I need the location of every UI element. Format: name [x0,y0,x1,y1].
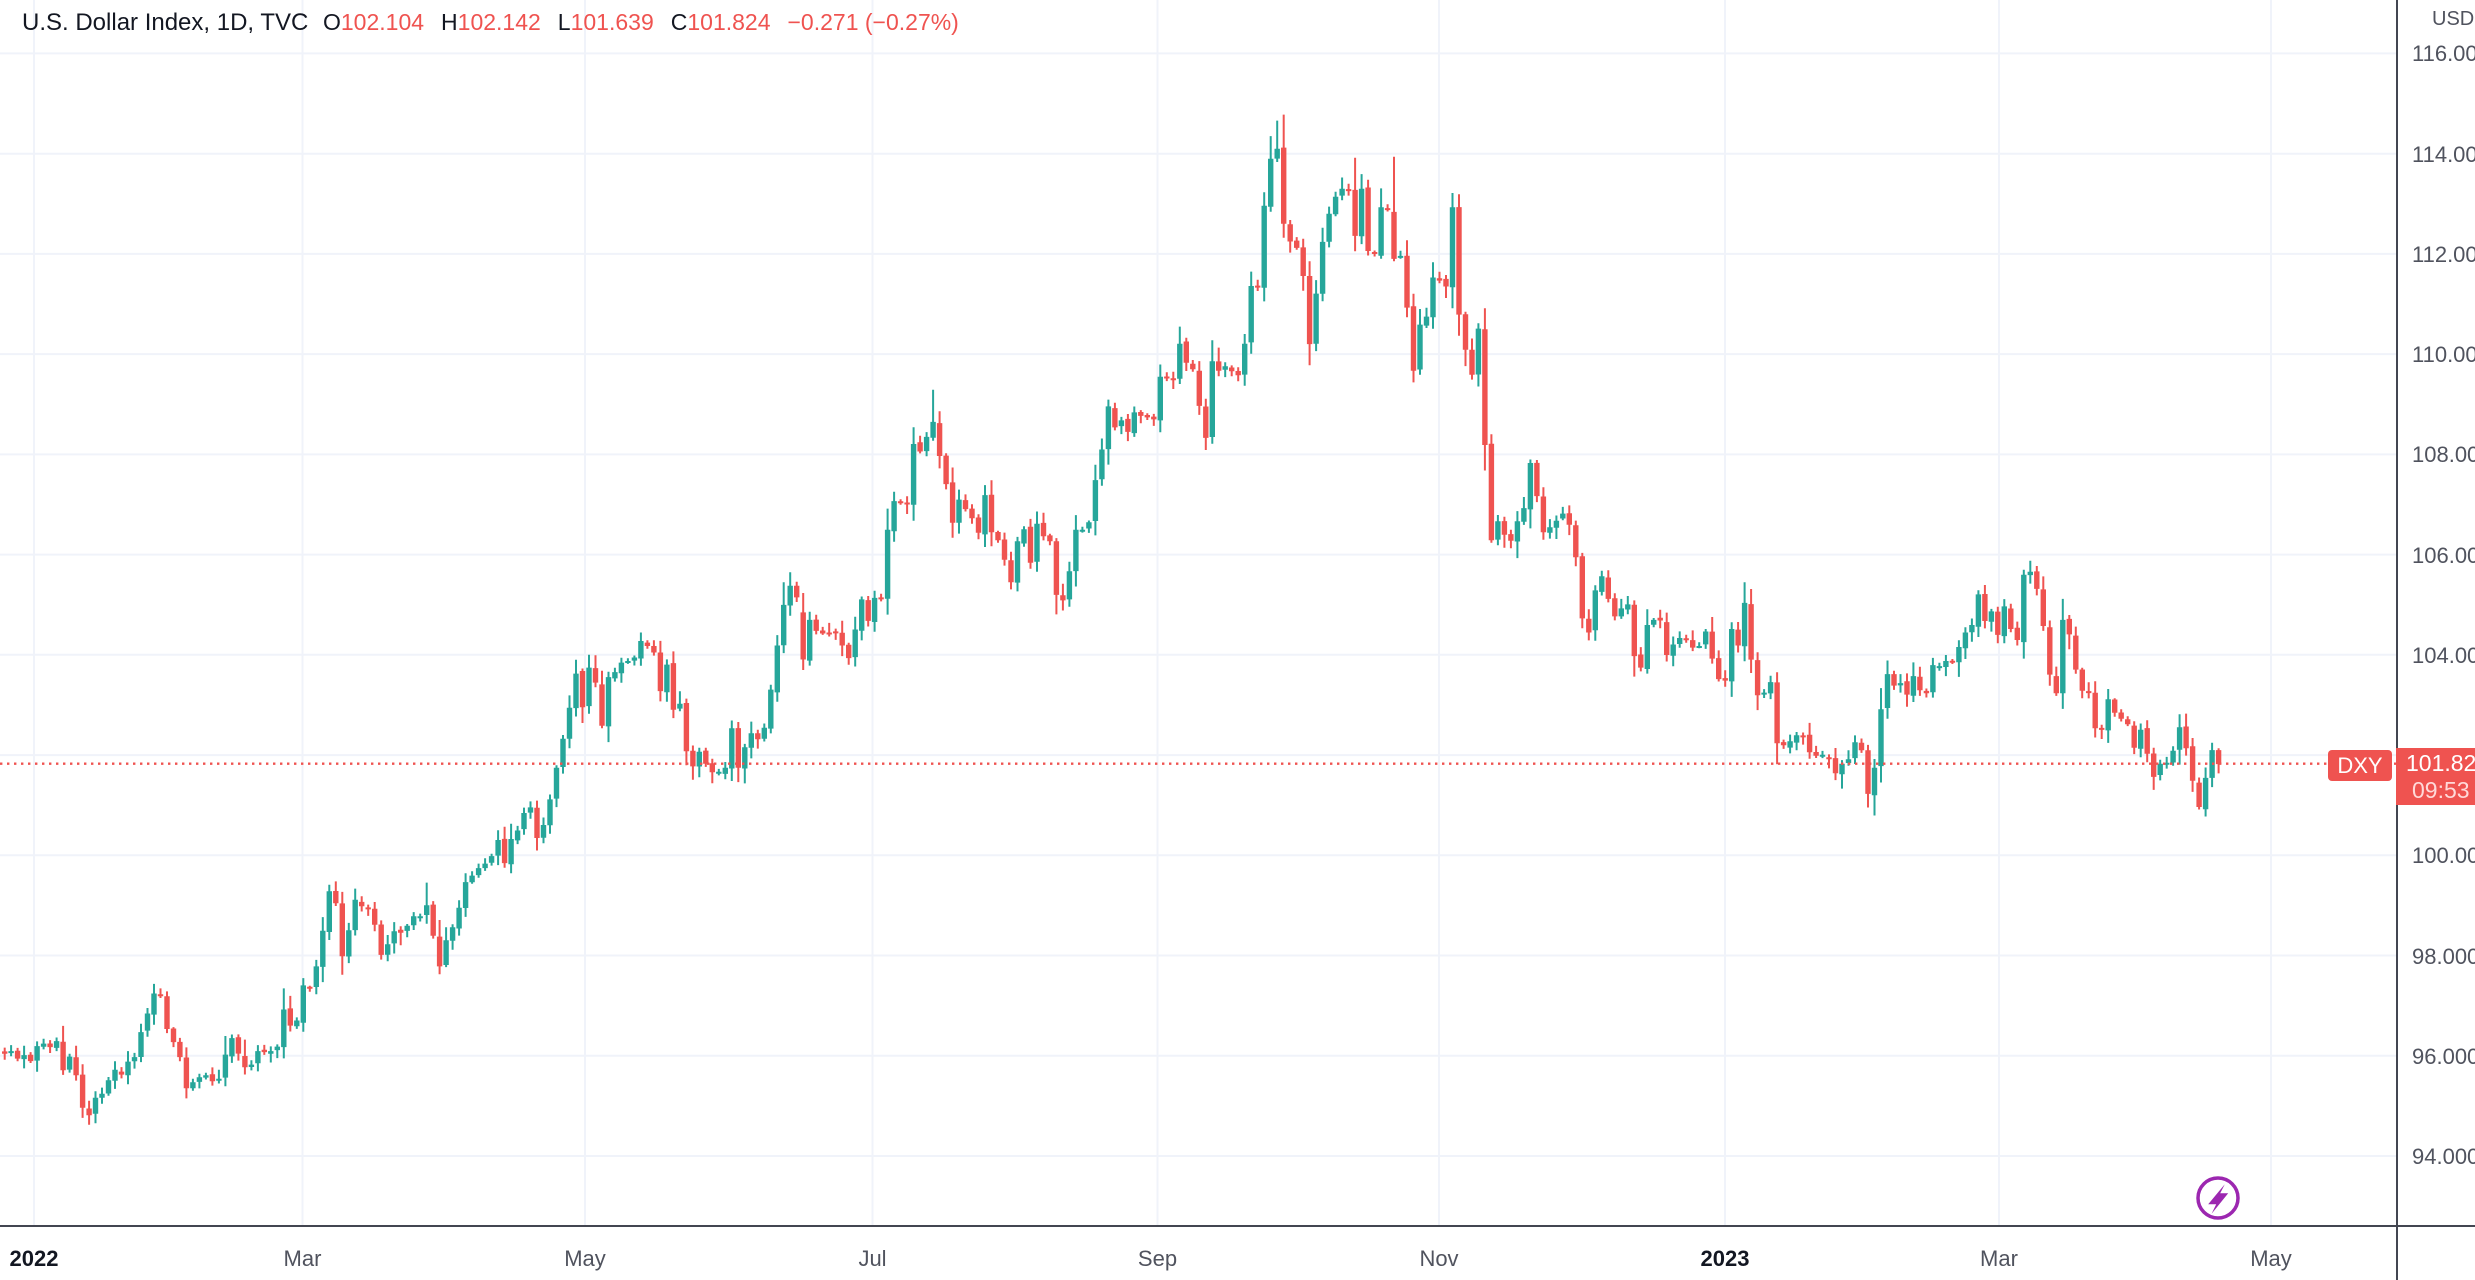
svg-text:Jul: Jul [858,1246,886,1271]
svg-text:U.S. Dollar Index, 1D, TVC: U.S. Dollar Index, 1D, TVC [22,9,308,36]
svg-text:100.00: 100.00 [2412,843,2475,868]
svg-text:Sep: Sep [1138,1246,1177,1271]
svg-text:114.00: 114.00 [2412,142,2475,167]
svg-text:106.00: 106.00 [2412,543,2475,568]
svg-text:Mar: Mar [1980,1246,2018,1271]
svg-text:2023: 2023 [1701,1246,1750,1271]
svg-text:116.00: 116.00 [2412,41,2475,66]
svg-text:USD: USD [2432,8,2474,30]
svg-text:Mar: Mar [284,1246,322,1271]
svg-text:104.00: 104.00 [2412,643,2475,668]
svg-text:09:53: 09:53 [2412,777,2470,803]
svg-text:108.00: 108.00 [2412,442,2475,467]
svg-text:94.000: 94.000 [2412,1144,2475,1169]
svg-text:96.000: 96.000 [2412,1044,2475,1069]
svg-text:2022: 2022 [10,1246,59,1271]
svg-text:112.00: 112.00 [2412,242,2475,267]
svg-text:May: May [2250,1246,2292,1271]
svg-text:98.000: 98.000 [2412,944,2475,969]
svg-text:110.00: 110.00 [2412,342,2475,367]
svg-text:Nov: Nov [1419,1246,1458,1271]
svg-text:DXY: DXY [2337,753,2383,778]
svg-text:101.824: 101.824 [2406,750,2475,776]
svg-text:May: May [564,1246,606,1271]
